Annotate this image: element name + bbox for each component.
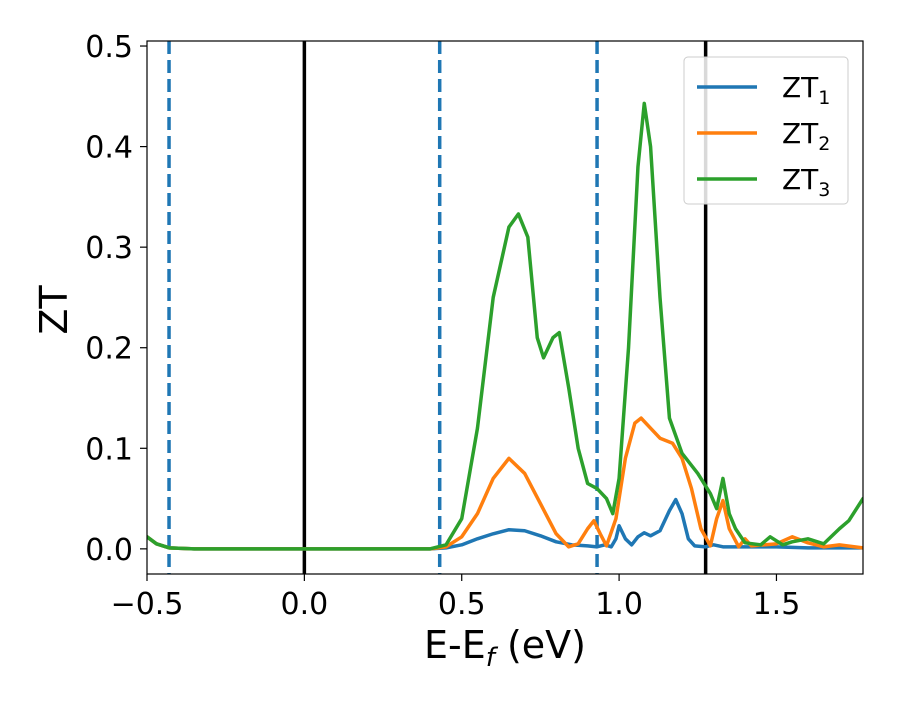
y-tick-label: 0.1 xyxy=(85,432,133,467)
x-tick-label: 0.0 xyxy=(281,587,329,622)
x-axis-label: E-Ef (eV) xyxy=(424,623,586,673)
legend-label-zt3: ZT3 xyxy=(782,163,830,201)
x-axis-ticks: −0.5 0.0 0.5 1.0 1.5 xyxy=(111,574,801,622)
y-axis-ticks: 0.0 0.1 0.2 0.3 0.4 0.5 xyxy=(85,30,147,568)
x-tick-label: −0.5 xyxy=(111,587,184,622)
x-tick-label: 1.0 xyxy=(595,587,643,622)
legend-label-zt2: ZT2 xyxy=(782,117,830,155)
legend-label-zt1: ZT1 xyxy=(782,71,830,109)
series-line-zt2 xyxy=(147,416,863,551)
y-axis-label: ZT xyxy=(32,285,76,335)
y-tick-label: 0.2 xyxy=(85,332,133,367)
plot-frame xyxy=(146,40,864,575)
reference-lines xyxy=(167,41,708,574)
y-tick-label: 0.5 xyxy=(85,30,133,65)
x-tick-label: 0.5 xyxy=(438,587,486,622)
series-line-zt1 xyxy=(147,497,863,551)
y-tick-label: 0.0 xyxy=(85,533,133,568)
legend: ZT1 ZT2 ZT3 xyxy=(683,56,849,205)
legend-box xyxy=(683,56,849,205)
series-lines xyxy=(147,101,863,551)
y-tick-label: 0.3 xyxy=(85,231,133,266)
x-tick-label: 1.5 xyxy=(753,587,801,622)
y-tick-label: 0.4 xyxy=(85,131,133,166)
series-line-zt3 xyxy=(147,101,863,551)
